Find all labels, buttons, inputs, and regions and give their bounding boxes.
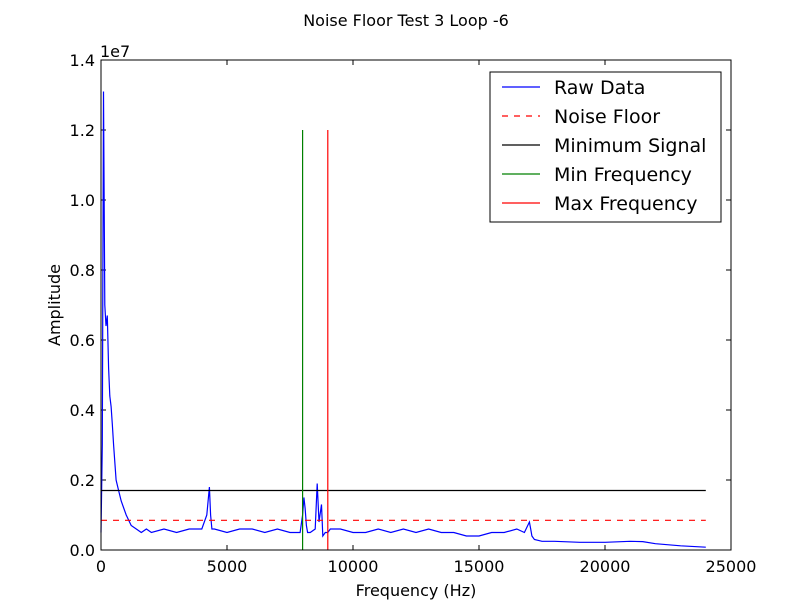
legend-label: Raw Data [554,77,645,99]
x-tick-label: 25000 [706,557,757,576]
x-tick-label: 5000 [207,557,248,576]
x-tick-label: 20000 [580,557,631,576]
x-tick-label: 0 [96,557,106,576]
legend: Raw Data Noise Floor Minimum Signal Min Fre… [489,71,722,223]
y-axis-label: Amplitude [45,264,64,346]
legend-box [489,71,722,223]
axis-ticks: 0 5000 10000 15000 20000 25000 0.0 0.2 0.4 0.6 0.8… [70,51,757,576]
series-line-raw-data [100,91,706,548]
chart-title: Noise Floor Test 3 Loop -6 [303,11,509,30]
legend-label: Max Frequency [554,193,697,215]
legend-label: Minimum Signal [554,135,706,157]
y-offset-text: 1e7 [100,42,130,61]
y-tick-label: 0.4 [70,401,95,420]
legend-label: Min Frequency [554,164,692,186]
x-axis-label: Frequency (Hz) [356,581,477,600]
y-tick-label: 1.0 [70,191,95,210]
y-tick-label: 0.6 [70,331,95,350]
y-tick-label: 1.2 [70,121,95,140]
legend-label: Noise Floor [554,106,660,128]
y-tick-label: 0.0 [70,541,95,560]
series-layer [100,91,706,550]
x-tick-label: 10000 [328,557,379,576]
y-tick-label: 1.4 [70,51,95,70]
y-tick-label: 0.2 [70,471,95,490]
y-tick-label: 0.8 [70,261,95,280]
plot-area: 0 5000 10000 15000 20000 25000 0.0 0.2 0.4 0.6 0.8… [70,51,757,576]
plot-frame [100,59,732,551]
x-tick-label: 15000 [454,557,505,576]
